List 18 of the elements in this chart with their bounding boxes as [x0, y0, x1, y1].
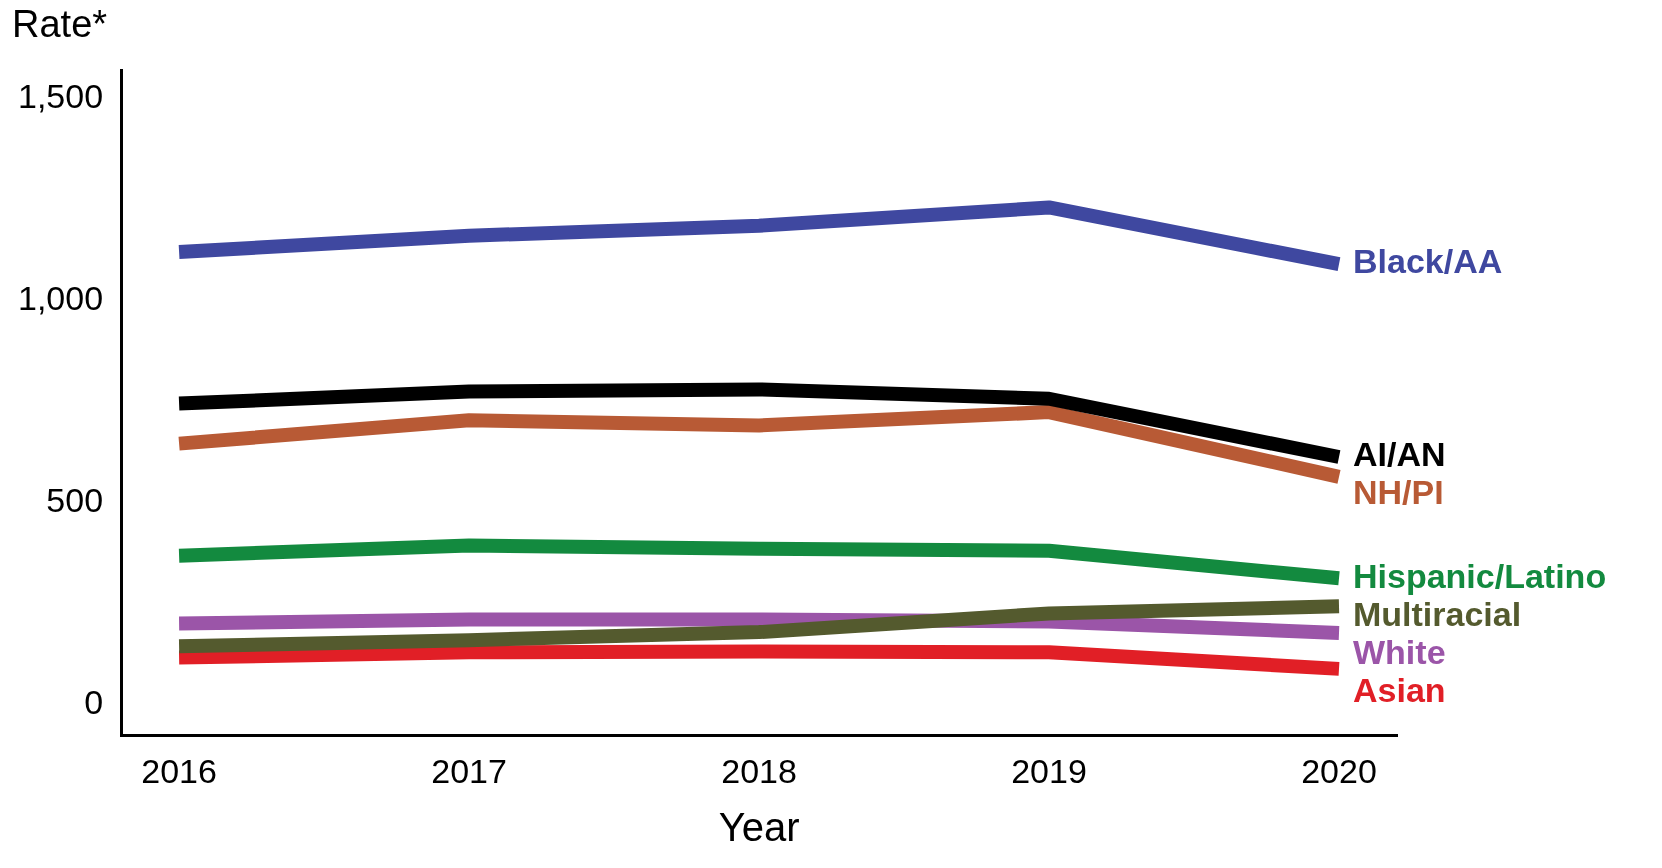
- x-tick-label: 2016: [141, 751, 217, 790]
- series-label: Black/AA: [1353, 242, 1503, 281]
- x-tick-label: 2017: [431, 751, 507, 790]
- series-label: Hispanic/Latino: [1353, 556, 1607, 595]
- series-label: NH/PI: [1353, 473, 1444, 512]
- y-tick-label: 0: [84, 683, 104, 722]
- x-tick-label: 2020: [1301, 751, 1377, 790]
- series-label: White: [1353, 632, 1446, 671]
- series-label: AI/AN: [1353, 435, 1446, 474]
- y-tick-label: 1,500: [17, 76, 104, 115]
- x-axis-title: Year: [718, 805, 800, 850]
- y-axis-title: Rate*: [12, 3, 108, 46]
- series-label: Multiracial: [1353, 594, 1522, 633]
- y-tick-label: 500: [46, 481, 104, 520]
- x-tick-label: 2018: [721, 751, 797, 790]
- x-tick-label: 2019: [1011, 751, 1087, 790]
- y-tick-label: 1,000: [17, 278, 104, 317]
- series-label: Asian: [1353, 670, 1446, 709]
